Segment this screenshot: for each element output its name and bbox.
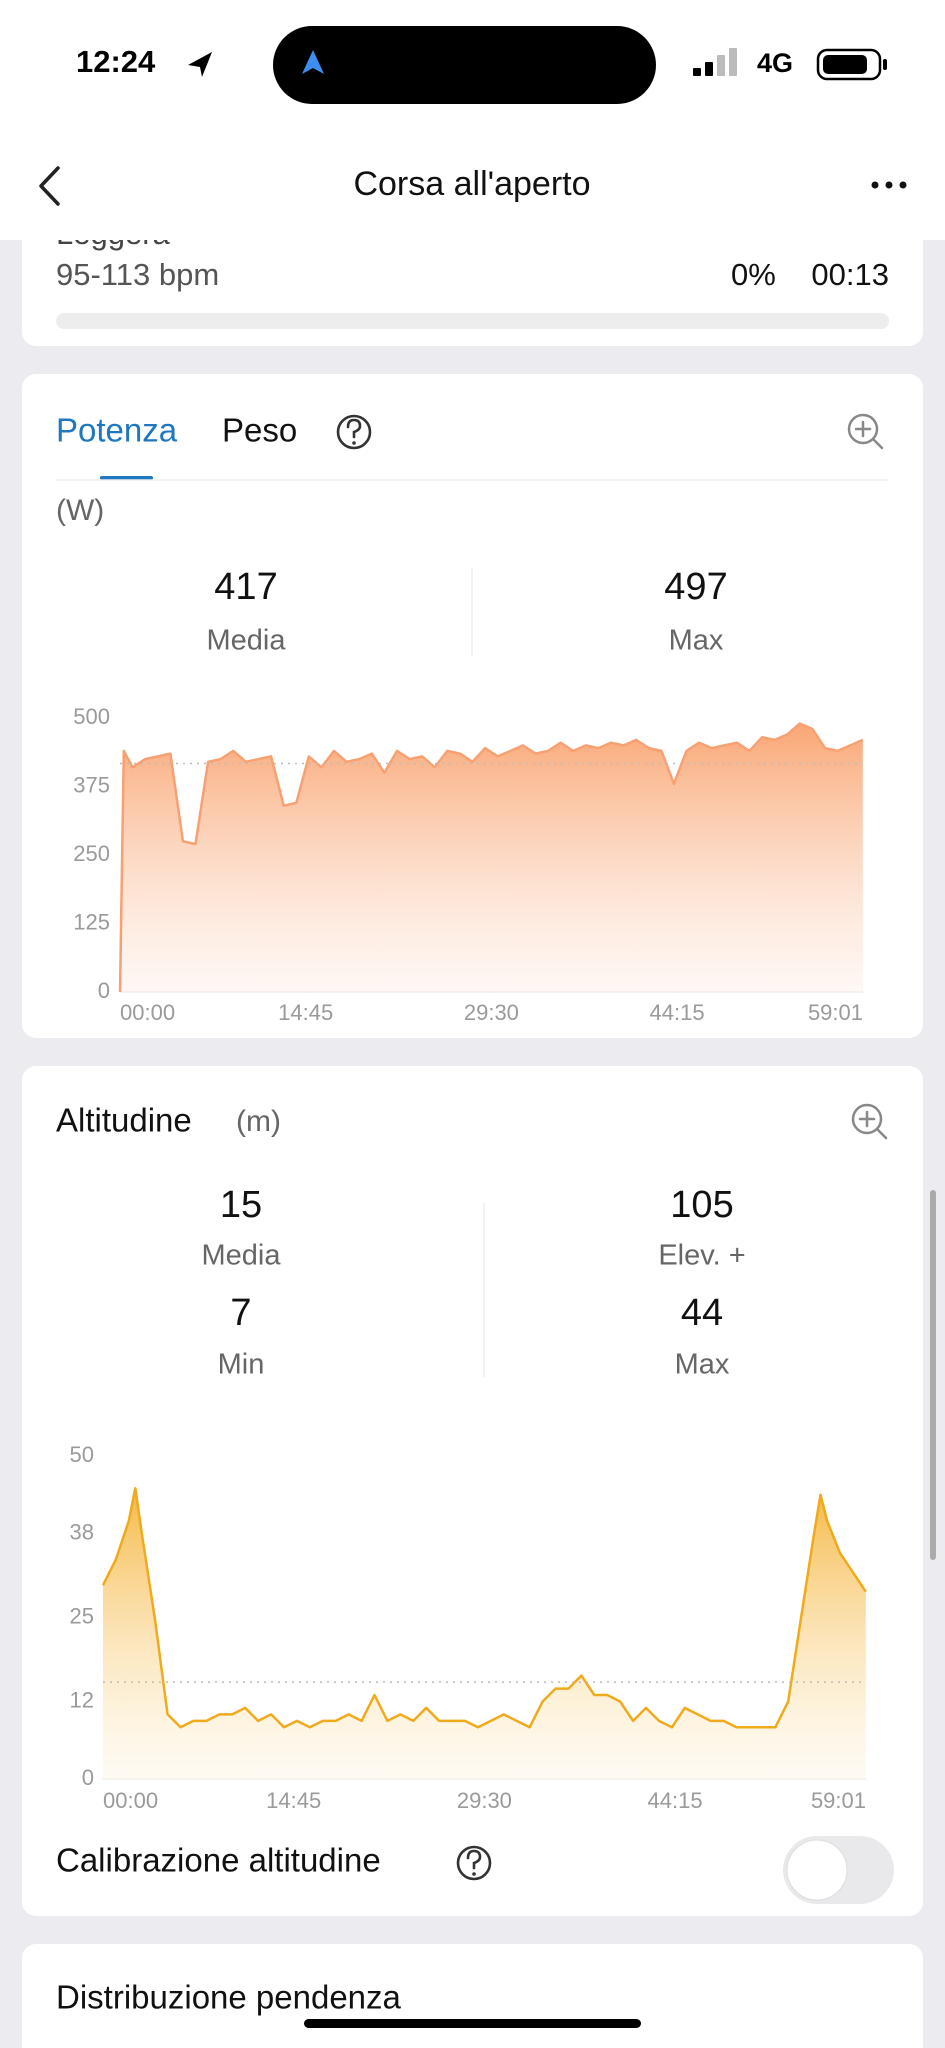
more-button[interactable] — [871, 181, 907, 189]
status-network: 4G — [757, 48, 793, 78]
y-tick-label: 50 — [70, 1442, 94, 1467]
x-tick-label: 00:00 — [120, 1000, 175, 1025]
x-tick-label: 14:45 — [278, 1000, 333, 1025]
area-fill — [103, 1488, 866, 1779]
stat-value: 497 — [664, 566, 727, 608]
tab-underline — [100, 476, 153, 480]
altitude-card: Altitudine (m) 15 Media 105 Elev. + 7 Mi… — [22, 1066, 923, 1916]
stat-value: 105 — [670, 1184, 733, 1226]
x-tick-label: 44:15 — [648, 1788, 703, 1813]
stat-label: Min — [218, 1349, 265, 1381]
back-button[interactable] — [39, 166, 60, 206]
status-time: 12:24 — [76, 44, 156, 79]
zone-range: 95-113 bpm — [56, 257, 219, 292]
y-tick-label: 0 — [98, 978, 110, 1003]
x-tick-label: 00:00 — [103, 1788, 158, 1813]
home-indicator — [304, 2019, 641, 2028]
line — [118, 722, 864, 993]
y-tick-label: 250 — [73, 841, 110, 866]
help-icon[interactable] — [336, 414, 372, 450]
nav-title: Corsa all'aperto — [353, 165, 590, 203]
x-tick-label: 44:15 — [650, 1000, 705, 1025]
card — [22, 1066, 923, 1916]
stat-label: Media — [207, 625, 287, 657]
zone-duration: 00:13 — [811, 257, 889, 292]
y-tick-label: 25 — [70, 1603, 94, 1628]
y-tick-label: 375 — [73, 772, 110, 797]
battery-icon — [816, 48, 887, 81]
stat-value: 44 — [681, 1292, 723, 1334]
card-title: Distribuzione pendenza — [56, 1979, 402, 2016]
stat-label: Media — [202, 1240, 282, 1272]
y-tick-label: 500 — [73, 704, 110, 729]
x-tick-label: 59:01 — [811, 1788, 866, 1813]
toggle[interactable] — [783, 1836, 894, 1904]
x-tick-label: 29:30 — [464, 1000, 519, 1025]
tab-active[interactable]: Potenza — [56, 412, 178, 449]
area-fill — [120, 723, 863, 992]
x-tick-label: 59:01 — [808, 1000, 863, 1025]
stat-label: Max — [675, 1349, 730, 1381]
card — [22, 1944, 923, 2048]
stat-label: Max — [669, 625, 724, 657]
x-tick-label: 14:45 — [266, 1788, 321, 1813]
scrollbar — [930, 1190, 936, 1560]
stat-value: 7 — [230, 1292, 251, 1334]
card-title: Altitudine — [56, 1102, 192, 1139]
nav-arrow-icon — [302, 50, 324, 74]
calibration-label: Calibrazione altitudine — [56, 1842, 381, 1879]
y-tick-label: 38 — [70, 1519, 94, 1544]
x-tick-label: 29:30 — [457, 1788, 512, 1813]
help-icon[interactable] — [456, 1845, 492, 1881]
power-card: Potenza Peso (W) 417 Media 497 Max 0 125 2… — [22, 374, 923, 1038]
stat-value: 417 — [214, 566, 277, 608]
stat-value: 15 — [220, 1184, 262, 1226]
y-tick-label: 125 — [73, 909, 110, 934]
y-tick-label: 12 — [70, 1687, 94, 1712]
signal-icon — [693, 48, 737, 76]
unit: (W) — [56, 494, 104, 527]
dynamic-island — [273, 26, 656, 104]
progress-bar — [56, 313, 889, 329]
zoom-icon[interactable] — [851, 1103, 888, 1140]
stat-label: Elev. + — [658, 1240, 745, 1272]
line — [101, 1487, 867, 1729]
tab[interactable]: Peso — [222, 412, 297, 449]
location-icon — [188, 52, 212, 77]
unit: (m) — [236, 1105, 281, 1138]
zone-percent: 0% — [731, 257, 776, 292]
zoom-icon[interactable] — [847, 413, 884, 450]
y-tick-label: 0 — [82, 1765, 94, 1790]
